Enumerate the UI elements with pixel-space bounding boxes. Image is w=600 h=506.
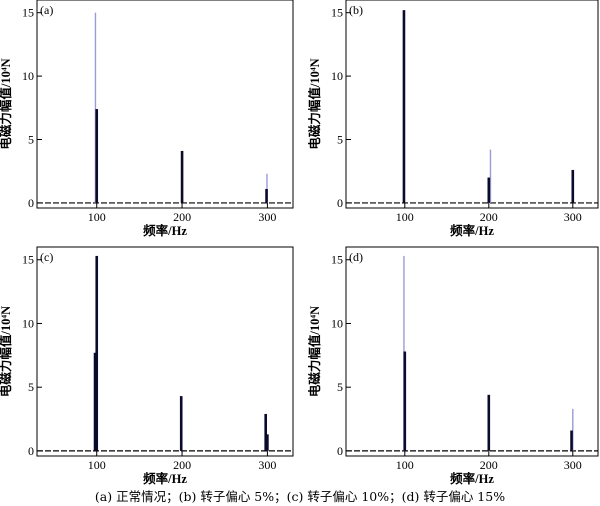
bar: [93, 352, 97, 451]
bar: [489, 149, 492, 203]
y-tick-label: 0: [28, 196, 34, 210]
x-tick-label: 200: [173, 458, 191, 472]
bar: [571, 169, 575, 203]
x-axis-label: 频率/Hz: [450, 471, 494, 485]
plot-frame: [36, 246, 294, 457]
plot-frame: [345, 0, 599, 209]
bar: [487, 394, 491, 451]
y-tick-label: 15: [22, 253, 34, 267]
y-tick-label: 5: [337, 380, 343, 394]
x-tick-label: 100: [396, 210, 414, 224]
x-axis-label: 频率/Hz: [143, 471, 187, 485]
x-tick-label: 300: [564, 210, 582, 224]
y-axis-label: 电磁力幅值/10⁴N: [307, 306, 322, 397]
y-tick-label: 0: [337, 444, 343, 458]
bar: [570, 430, 573, 451]
y-tick-label: 5: [28, 380, 34, 394]
figure-caption: (a) 正常情况；(b) 转子偏心 5%；(c) 转子偏心 10%；(d) 转子…: [94, 489, 506, 504]
chart-panel-b: (b) 0 5 10 15 100 200 300 频率/Hz 电磁力幅值/10⁴N: [307, 0, 599, 238]
bar: [94, 12, 97, 203]
bar: [95, 109, 99, 203]
x-tick-label: 200: [480, 210, 498, 224]
y-tick-label: 10: [331, 316, 343, 330]
y-tick-label: 0: [28, 444, 34, 458]
y-tick-label: 10: [22, 69, 34, 83]
y-tick-label: 15: [22, 6, 34, 20]
x-tick-label: 200: [480, 458, 498, 472]
x-tick-label: 200: [173, 210, 191, 224]
bar: [180, 150, 184, 203]
y-tick-label: 15: [331, 6, 343, 20]
y-axis-label: 电磁力幅值/10⁴N: [0, 58, 13, 149]
x-tick-label: 100: [88, 210, 106, 224]
y-tick-label: 15: [331, 253, 343, 267]
bar: [95, 255, 99, 451]
panel-label: (a): [40, 3, 53, 17]
panel-label: (b): [349, 3, 363, 17]
bar: [572, 408, 574, 451]
x-tick-label: 300: [258, 458, 276, 472]
chart-panel-a: (a) 0 5 10 15 100 200 300 频率/Hz 电磁力幅值/10⁴N: [0, 0, 294, 238]
bar: [265, 188, 268, 203]
chart-panel-c: (c) 0 5 10 15 100 200 300 频率/Hz 电磁力幅值/10⁴N: [0, 246, 294, 485]
x-tick-label: 300: [564, 458, 582, 472]
bar: [179, 396, 183, 451]
y-tick-label: 5: [28, 133, 34, 147]
bar: [264, 413, 267, 451]
bar: [403, 351, 407, 451]
bar: [487, 177, 491, 203]
y-tick-label: 10: [22, 316, 34, 330]
panel-label: (d): [349, 250, 363, 264]
plot-frame: [36, 0, 294, 209]
y-tick-label: 0: [337, 196, 343, 210]
x-tick-label: 100: [396, 458, 414, 472]
y-tick-label: 5: [337, 133, 343, 147]
bar: [266, 173, 268, 203]
bar: [402, 10, 406, 203]
x-tick-label: 100: [88, 458, 106, 472]
y-axis-label: 电磁力幅值/10⁴N: [0, 306, 13, 397]
x-axis-label: 频率/Hz: [450, 223, 494, 238]
bar: [266, 434, 269, 451]
x-axis-label: 频率/Hz: [143, 223, 187, 238]
chart-panel-d: (d) 0 5 10 15 100 200 300 频率/Hz 电磁力幅值/10⁴N: [307, 246, 599, 485]
panel-label: (c): [40, 250, 53, 264]
y-tick-label: 10: [331, 69, 343, 83]
x-tick-label: 300: [258, 210, 276, 224]
y-axis-label: 电磁力幅值/10⁴N: [307, 58, 322, 149]
plot-frame: [345, 246, 599, 457]
